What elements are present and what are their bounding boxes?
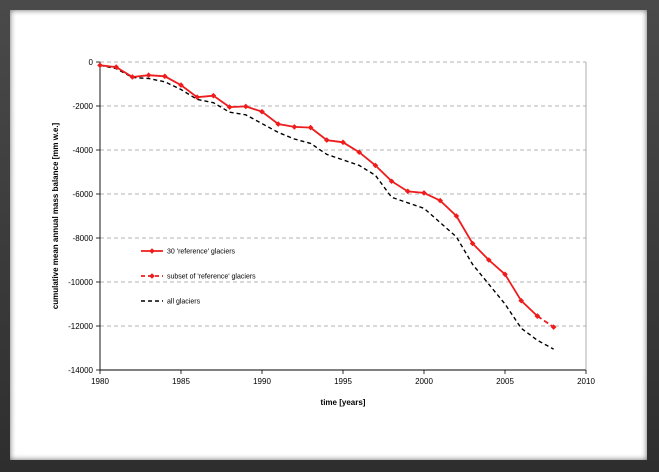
y-tick-label: -2000 bbox=[73, 102, 94, 111]
x-tick-label: 1985 bbox=[172, 377, 190, 386]
x-tick-labels: 1980 1985 1990 1995 2000 2005 2010 bbox=[91, 377, 595, 386]
y-tick-label: -4000 bbox=[73, 146, 94, 155]
x-tick-label: 1995 bbox=[334, 377, 352, 386]
legend-item: 30 'reference' glaciers bbox=[141, 248, 236, 256]
legend-marker bbox=[149, 248, 155, 254]
y-tick-label: -12000 bbox=[68, 322, 93, 331]
data-point bbox=[97, 62, 103, 69]
axes bbox=[96, 61, 587, 374]
data-point bbox=[259, 108, 265, 115]
y-axis-title: cumulative mean annual mass balance [mm … bbox=[51, 122, 60, 309]
y-tick-label: -8000 bbox=[73, 234, 94, 243]
chart-canvas: 0 -2000 -4000 -6000 -8000 -10000 -12000 -14000 … bbox=[10, 10, 647, 460]
data-point bbox=[210, 92, 217, 99]
grid-lines bbox=[100, 61, 586, 327]
legend-item: all glaciers bbox=[141, 299, 201, 306]
data-point bbox=[437, 197, 443, 204]
legend-label: subset of 'reference' glaciers bbox=[167, 274, 256, 281]
data-point bbox=[405, 188, 411, 195]
x-tick-label: 2005 bbox=[496, 377, 514, 386]
y-tick-label: -14000 bbox=[68, 366, 93, 375]
legend-label: 30 'reference' glaciers bbox=[167, 249, 236, 256]
series-line bbox=[99, 64, 539, 317]
data-point bbox=[421, 190, 427, 196]
x-axis-title: time [years] bbox=[321, 398, 366, 407]
data-point bbox=[113, 64, 119, 70]
legend: 30 'reference' glaciers subset of 'refere… bbox=[141, 248, 256, 306]
x-tick-label: 1990 bbox=[253, 377, 271, 386]
data-point bbox=[226, 104, 233, 110]
data-point bbox=[502, 271, 508, 278]
data-point bbox=[145, 72, 152, 78]
y-tick-labels: 0 -2000 -4000 -6000 -8000 -10000 -12000 -14000 bbox=[68, 58, 93, 375]
y-tick-label: -10000 bbox=[68, 278, 93, 287]
data-point bbox=[534, 313, 541, 319]
series-0 bbox=[97, 62, 541, 319]
data-point bbox=[356, 149, 362, 155]
data-point bbox=[469, 240, 476, 247]
legend-item: subset of 'reference' glaciers bbox=[141, 273, 256, 281]
data-point bbox=[388, 178, 395, 185]
data-point bbox=[453, 213, 460, 219]
series-line bbox=[99, 64, 554, 350]
y-tick-label: -6000 bbox=[73, 190, 94, 199]
x-tick-label: 1980 bbox=[91, 377, 109, 386]
data-point bbox=[550, 324, 557, 330]
data-point bbox=[518, 297, 524, 304]
series-layer bbox=[97, 62, 557, 350]
data-point bbox=[291, 124, 298, 130]
legend-marker bbox=[149, 273, 155, 279]
data-point bbox=[486, 257, 492, 263]
series-line bbox=[536, 315, 555, 328]
data-point bbox=[194, 94, 200, 100]
x-tick-label: 2000 bbox=[415, 377, 433, 386]
y-tick-label: 0 bbox=[89, 58, 94, 67]
data-point bbox=[243, 103, 249, 110]
legend-label: all glaciers bbox=[167, 299, 201, 306]
data-point bbox=[275, 121, 281, 127]
data-point bbox=[129, 74, 136, 80]
series-2 bbox=[99, 64, 554, 350]
data-point bbox=[340, 139, 346, 146]
line-chart: 0-2000-4000-6000-8000-10000-12000-14000 … bbox=[51, 58, 595, 407]
data-point bbox=[162, 73, 168, 80]
x-tick-label: 2010 bbox=[577, 377, 595, 386]
data-point bbox=[324, 137, 330, 143]
data-point bbox=[178, 82, 184, 88]
data-point bbox=[372, 162, 379, 169]
